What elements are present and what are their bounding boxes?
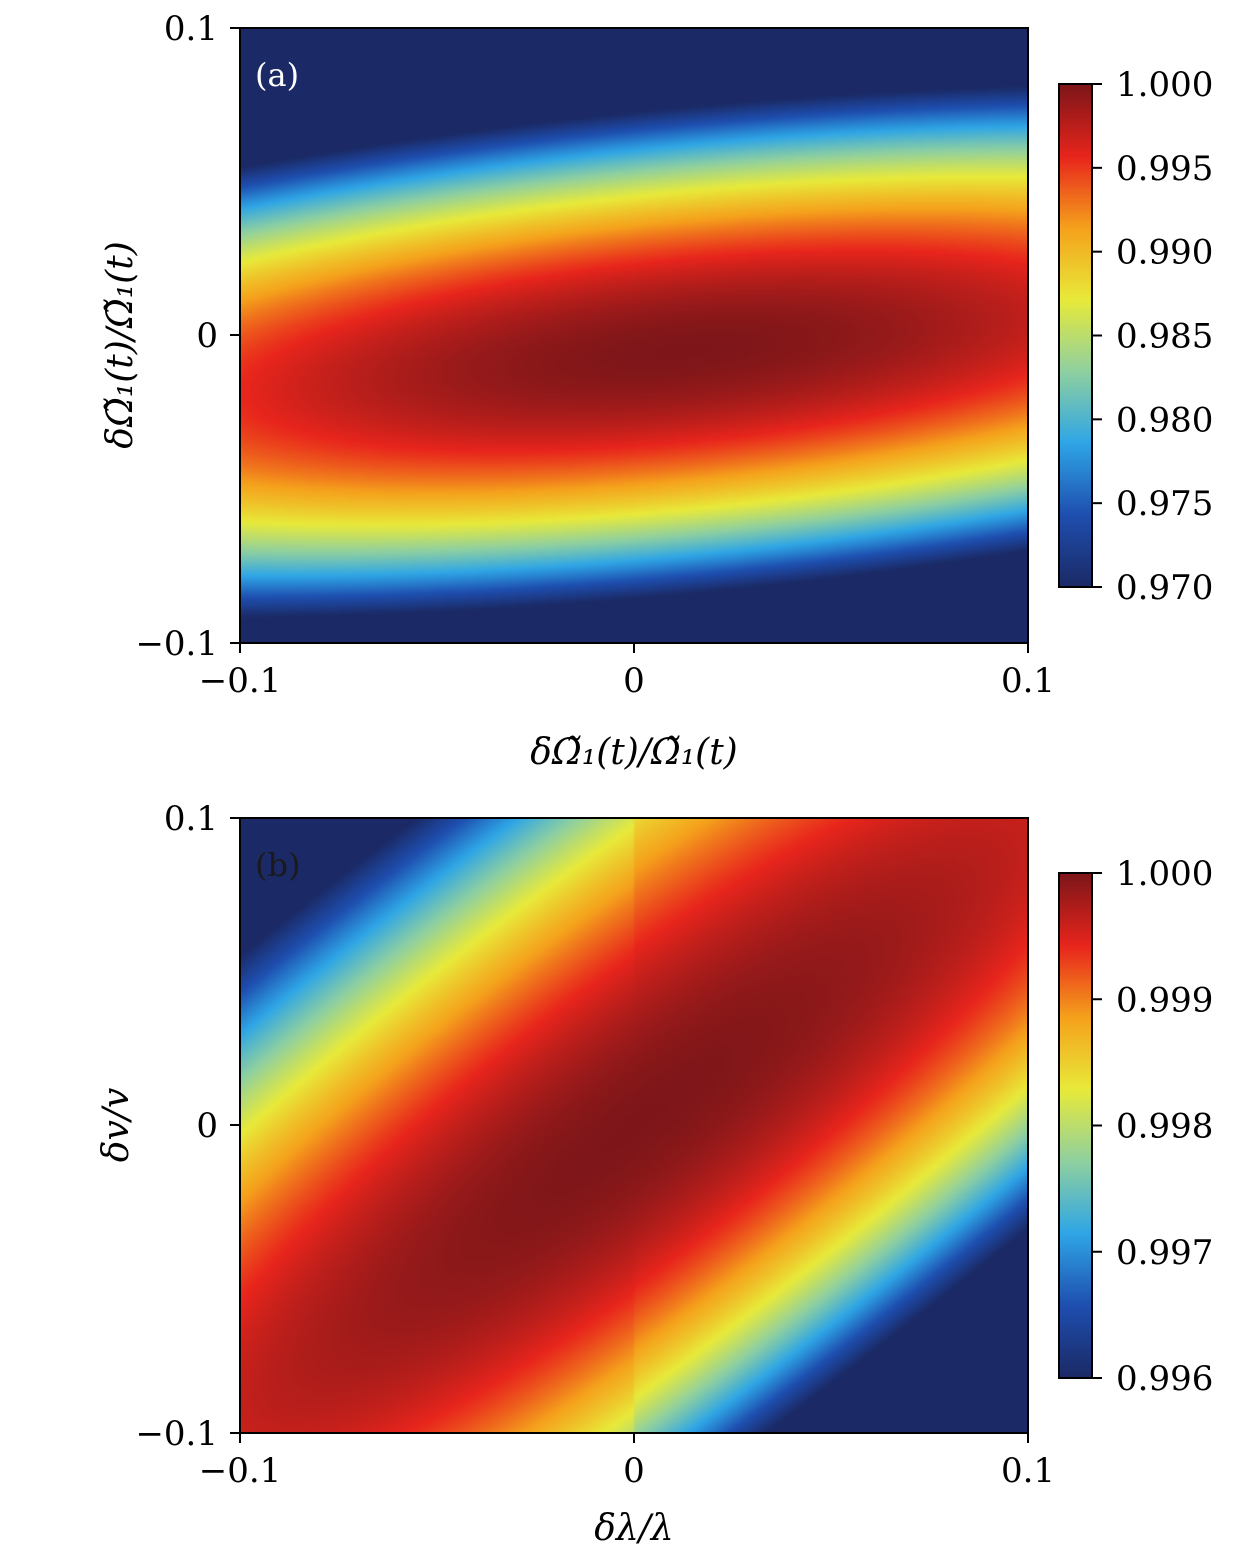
x-tick-label-a-mid: 0 [623,661,645,701]
colorbar-b-ticks: 1.000 0.999 0.998 0.997 0.996 [1092,854,1213,1399]
colorbar-a-tick-label: 0.980 [1116,400,1213,440]
colorbar-a: 1.000 0.995 0.990 0.985 0.980 0.975 0.970 [1058,65,1213,608]
colorbar-a-gradient-image [1059,84,1092,587]
x-tick-label-b-right: 0.1 [1001,1451,1055,1491]
x-axis-label-a: δΩ̃₁(t)/Ω̃₁(t) [530,732,737,773]
y-axis-label-a: δΩ̃₁(t)/Ω̃₁(t) [100,241,141,448]
x-axis-label-b: δλ/λ [594,1508,673,1549]
heatmap-b-image [240,818,1028,1433]
panel-label-a: (a) [255,56,299,94]
heatmap-a [240,28,1028,643]
y-tick-label-a-top: 0.1 [164,9,218,49]
colorbar-b: 1.000 0.999 0.998 0.997 0.996 [1058,854,1213,1399]
colorbar-b-gradient-image [1059,873,1092,1378]
x-tick-label-a-left: −0.1 [199,661,282,701]
colorbar-b-tick-label: 0.996 [1116,1359,1213,1399]
y-tick-label-b-bot: −0.1 [135,1414,218,1454]
x-tick-label-b-mid: 0 [623,1451,645,1491]
colorbar-b-tick-label: 0.999 [1116,980,1213,1020]
x-tick-label-a-right: 0.1 [1001,661,1055,701]
y-tick-label-a-bot: −0.1 [135,624,218,664]
colorbar-a-tick-label: 0.985 [1116,317,1213,357]
colorbar-b-tick-label: 0.998 [1116,1107,1213,1147]
colorbar-a-ticks: 1.000 0.995 0.990 0.985 0.980 0.975 0.970 [1092,65,1213,608]
colorbar-b-tick-label: 0.997 [1116,1233,1213,1273]
colorbar-a-tick-label: 0.995 [1116,149,1213,189]
colorbar-a-tick-label: 1.000 [1116,65,1213,105]
heatmap-b [240,818,1028,1433]
heatmap-a-image [240,28,1028,643]
y-axis-label-b: δv/v [96,1088,137,1162]
chart-a: (a) 0.1 0 −0.1 −0.1 0 0.1 δΩ̃₁(t)/Ω̃₁(t)… [100,9,1213,773]
x-tick-label-b-left: −0.1 [199,1451,282,1491]
y-tick-label-a-mid: 0 [196,316,218,356]
colorbar-a-tick-label: 0.990 [1116,233,1213,273]
y-tick-label-b-mid: 0 [196,1106,218,1146]
panel-label-b: (b) [255,846,300,884]
colorbar-a-tick-label: 0.975 [1116,484,1213,524]
colorbar-b-tick-label: 1.000 [1116,854,1213,894]
chart-b: (b) 0.1 0 −0.1 −0.1 0 0.1 δλ/λ δv/v 1.00… [96,799,1213,1549]
colorbar-a-tick-label: 0.970 [1116,568,1213,608]
y-tick-label-b-top: 0.1 [164,799,218,839]
